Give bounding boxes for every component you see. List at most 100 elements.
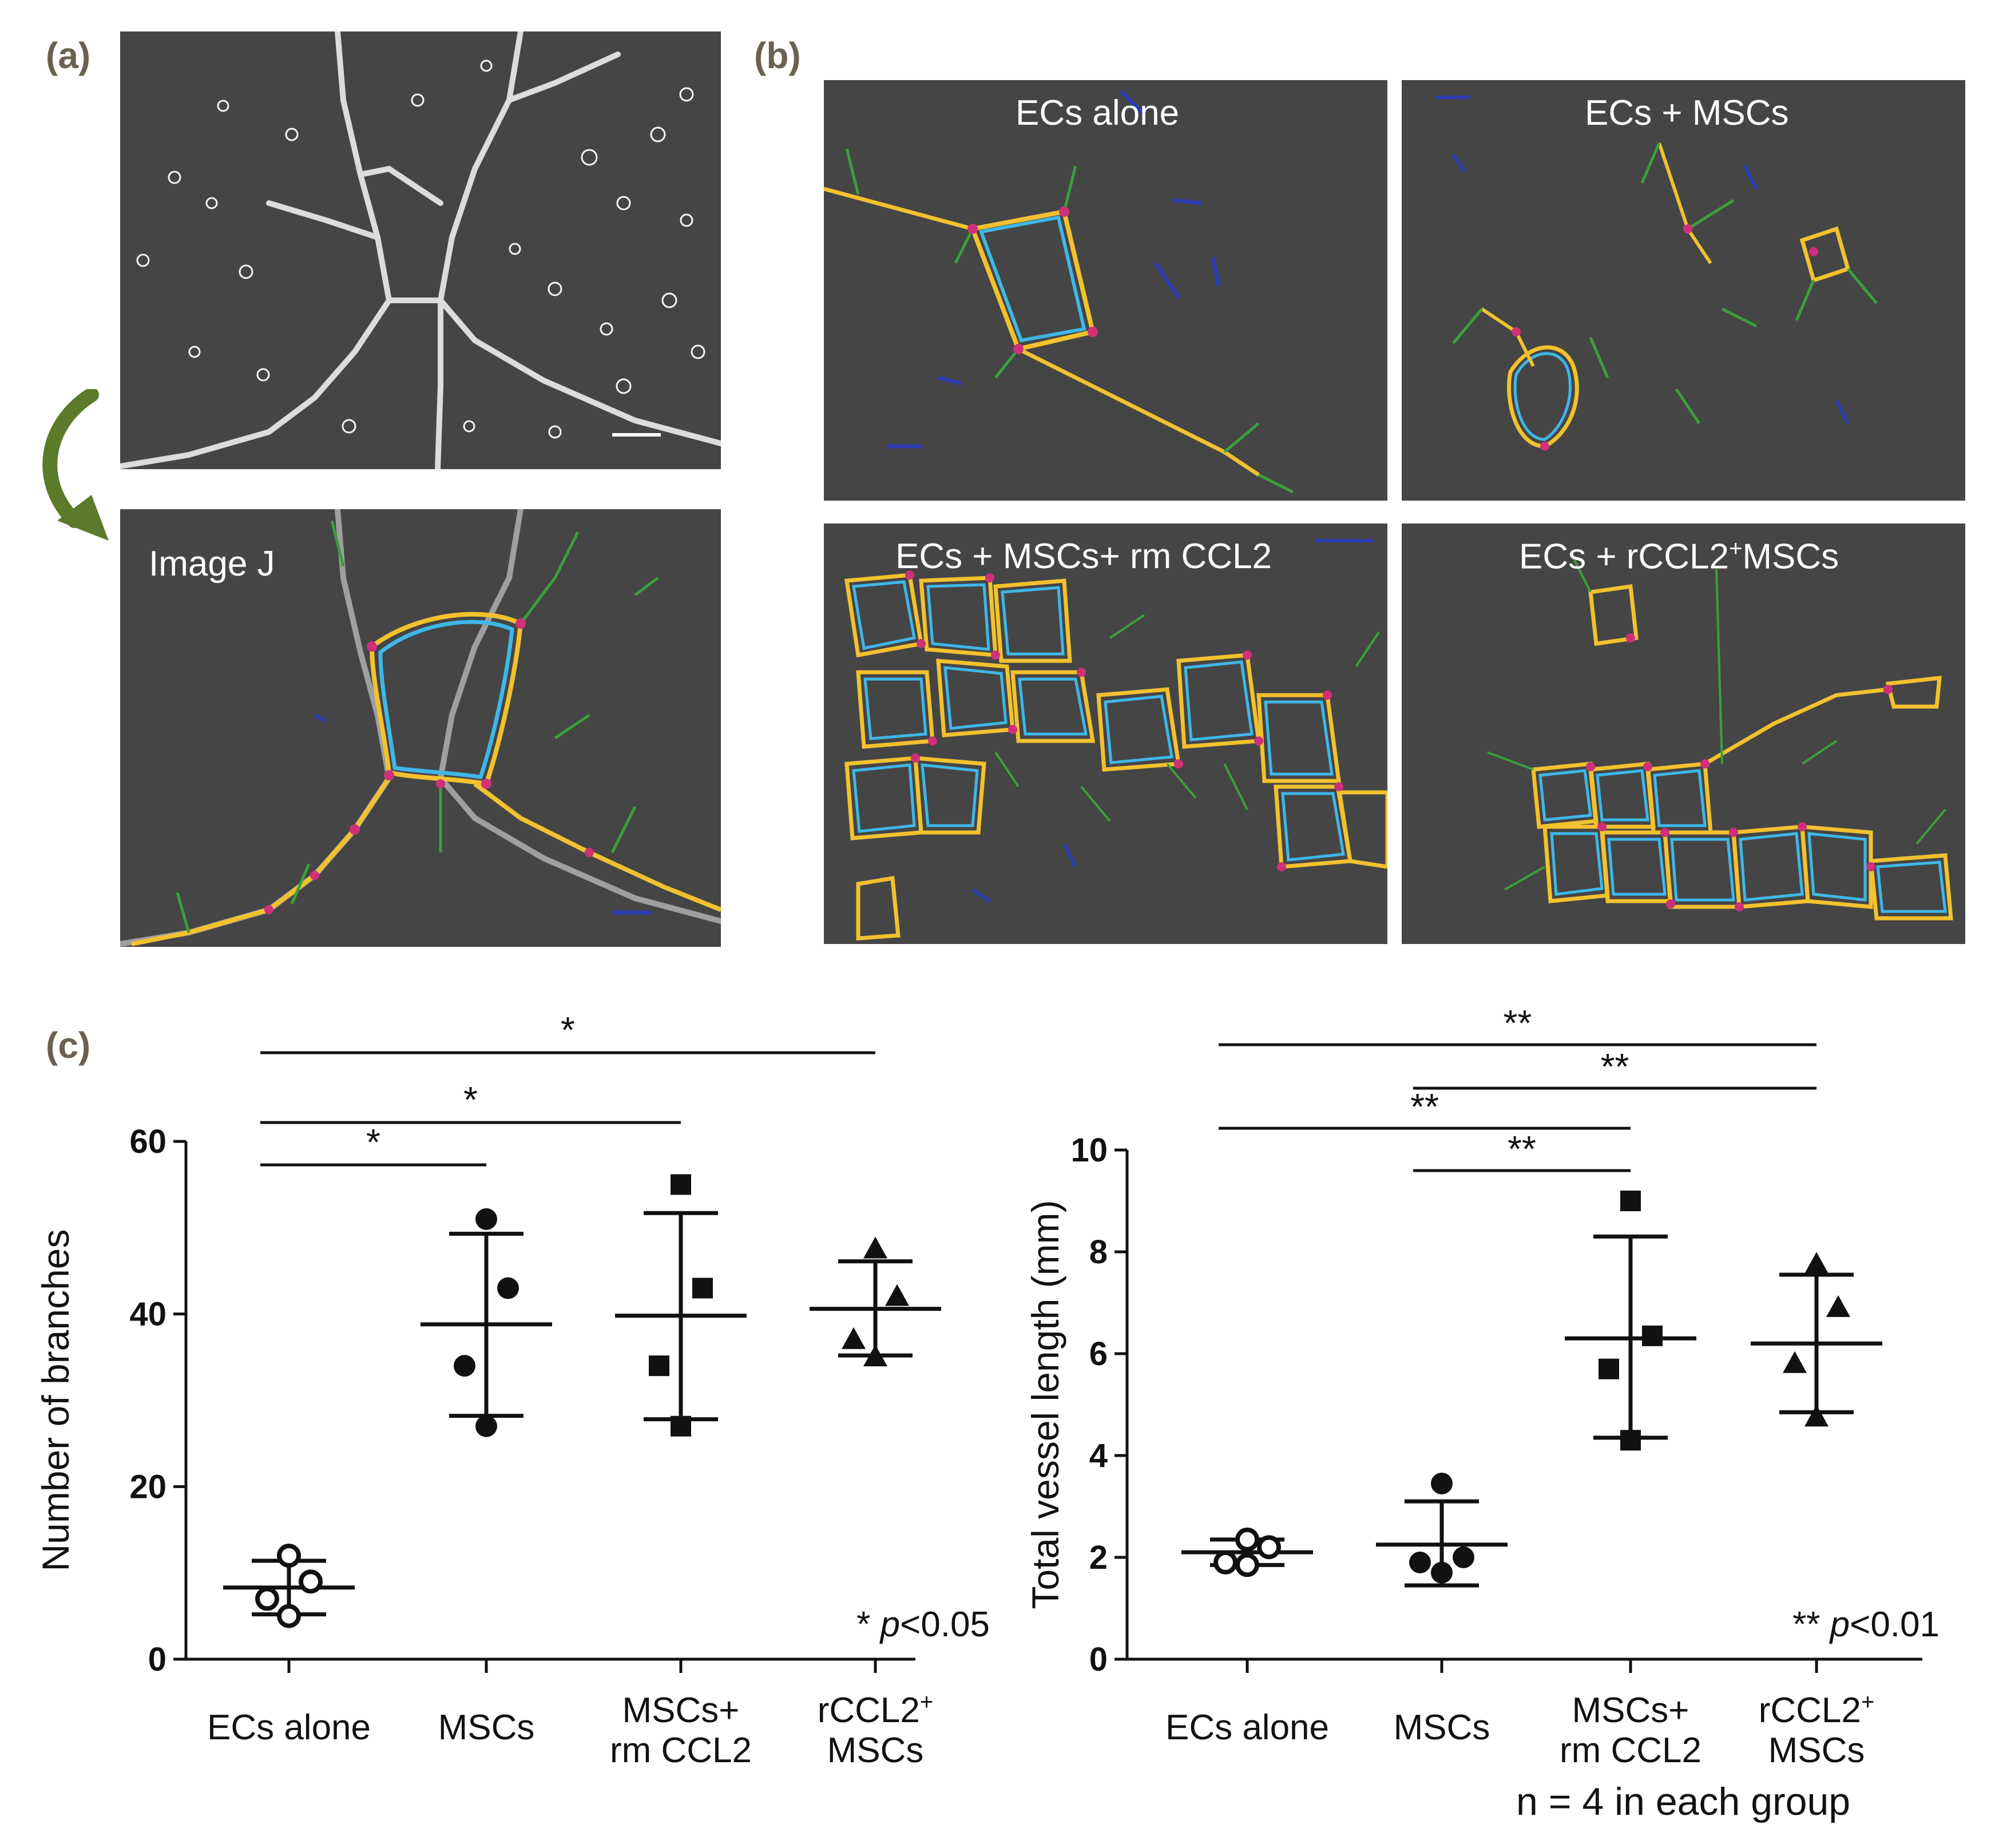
data-point-circle [475,1415,497,1437]
x-category-label: ECs alone [207,1708,371,1747]
data-point-circle [454,1355,475,1377]
data-point-open-circle [1213,1550,1238,1575]
data-point-open-circle [299,1569,323,1594]
panel-b-letter: (b) [754,35,801,76]
ecs-rccl2-label-superscript: + [1728,536,1743,561]
data-point-circle [1431,1561,1453,1584]
curved-arrow-icon [42,389,109,541]
data-point-open-circle [255,1587,279,1611]
p-value-symbol: p [879,1605,900,1644]
panel-a-letter: (a) [46,35,91,76]
p-value-threshold: <0.05 [900,1605,990,1644]
panel-a-imagej-micrograph: Image J [120,509,721,947]
x-category-label: ECs alone [1165,1708,1329,1747]
data-point-triangle [1783,1351,1807,1373]
x-category-label: MSCs [438,1708,535,1747]
p-value-stars: * [856,1605,880,1644]
x-category-label: rCCL2+ [1759,1690,1875,1730]
x-category-label: MSCs [1394,1708,1490,1747]
y-axis-label: Number of branches [34,1230,77,1572]
y-tick-label: 0 [1089,1641,1108,1678]
y-tick-label: 6 [1089,1335,1108,1373]
x-category-label: MSCs [827,1731,924,1770]
x-category-label: MSCs+ [1572,1691,1689,1730]
ecs-rccl2-mscs-label: ECs + rCCL2+MSCs [1519,536,1839,577]
p-value-annotation: ** p<0.01 [1792,1605,1940,1644]
ecs-mscs-label: ECs + MSCs [1585,93,1789,133]
data-point-square [1620,1430,1641,1451]
data-point-square [1642,1325,1663,1346]
y-tick-label: 8 [1089,1234,1108,1271]
significance-stars: ** [1508,1128,1536,1169]
panel-b-ecs-rccl2-mscs: ECs + rCCL2+MSCs [1402,524,1965,944]
x-category-label: MSCs [1768,1731,1865,1770]
data-point-circle [475,1208,497,1230]
data-point-triangle [1804,1252,1829,1274]
y-tick-label: 40 [129,1296,166,1333]
significance-stars: ** [1601,1046,1629,1087]
significance-stars: * [366,1121,380,1163]
ecs-rccl2-label-part2: MSCs [1742,537,1839,577]
data-point-square [671,1174,691,1195]
x-category-superscript: + [920,1690,933,1715]
imagej-label: Image J [149,544,275,584]
data-point-open-circle [277,1604,301,1628]
data-point-square [649,1355,669,1377]
panel-b-ecs-alone: ECs alone [824,80,1387,501]
data-point-triangle [863,1236,887,1259]
data-point-open-circle [1235,1553,1259,1577]
y-tick-label: 60 [129,1123,166,1160]
panel-c-letter: (c) [46,1025,91,1066]
y-tick-label: 2 [1089,1539,1108,1576]
x-category-label: MSCs+ [622,1691,740,1730]
significance-stars: * [463,1079,478,1120]
data-point-open-circle [277,1544,301,1568]
data-point-triangle [1826,1295,1850,1317]
y-axis-label: Total vessel length (mm) [1024,1200,1066,1609]
significance-stars: * [561,1009,575,1050]
panel-a-raw-micrograph [120,31,721,469]
data-point-triangle [842,1327,866,1349]
data-point-square [671,1415,691,1437]
data-point-circle [1453,1546,1474,1568]
data-point-square [1599,1358,1619,1379]
significance-stars: ** [1410,1086,1439,1127]
y-tick-label: 4 [1089,1437,1108,1474]
data-point-square [692,1278,713,1299]
panel-b-ecs-mscs: ECs + MSCs [1402,80,1965,501]
p-value-symbol: p [1829,1605,1850,1644]
ecs-mscs-rm-ccl2-overlay [844,539,1387,941]
ecs-alone-overlay [824,90,1294,494]
significance-stars: ** [1504,1002,1532,1044]
data-point-open-circle [1257,1535,1281,1560]
data-point-triangle [885,1284,909,1306]
panel-b-ecs-mscs-rm-ccl2: ECs + MSCs+ rm CCL2 [824,524,1387,944]
y-tick-label: 10 [1070,1132,1108,1169]
p-value-stars: ** [1792,1605,1830,1644]
x-category-label: rCCL2+ [818,1690,934,1730]
ecs-rccl2-label-part1: ECs + rCCL2 [1519,537,1729,577]
data-point-circle [1409,1551,1431,1573]
data-point-circle [497,1277,519,1299]
sample-size-footnote: n = 4 in each group [1516,1780,1851,1823]
ecs-rccl2-mscs-overlay [1487,557,1953,921]
data-point-triangle [1804,1405,1829,1427]
branches-chart: 0 20 40 60 Number of branches ECs alone MSCs MS… [34,1009,990,1770]
data-point-triangle [863,1345,887,1367]
raw-network-drawing [120,31,721,469]
p-value-annotation: * p<0.05 [856,1605,990,1644]
data-point-square [1620,1191,1641,1211]
y-tick-label: 0 [148,1641,166,1678]
ecs-mscs-rm-ccl2-label: ECs + MSCs+ rm CCL2 [895,537,1272,576]
ecs-mscs-overlay [1436,96,1878,451]
x-category-label: rm CCL2 [1560,1731,1701,1770]
x-category-label: rm CCL2 [610,1731,752,1770]
x-category-superscript: + [1861,1690,1874,1715]
ecs-alone-label: ECs alone [1016,93,1180,133]
y-tick-label: 20 [129,1468,166,1505]
p-value-threshold: <0.01 [1850,1605,1940,1644]
data-point-circle [1431,1472,1453,1494]
data-point-open-circle [1235,1527,1259,1552]
imagej-overlay-drawing [120,509,721,947]
